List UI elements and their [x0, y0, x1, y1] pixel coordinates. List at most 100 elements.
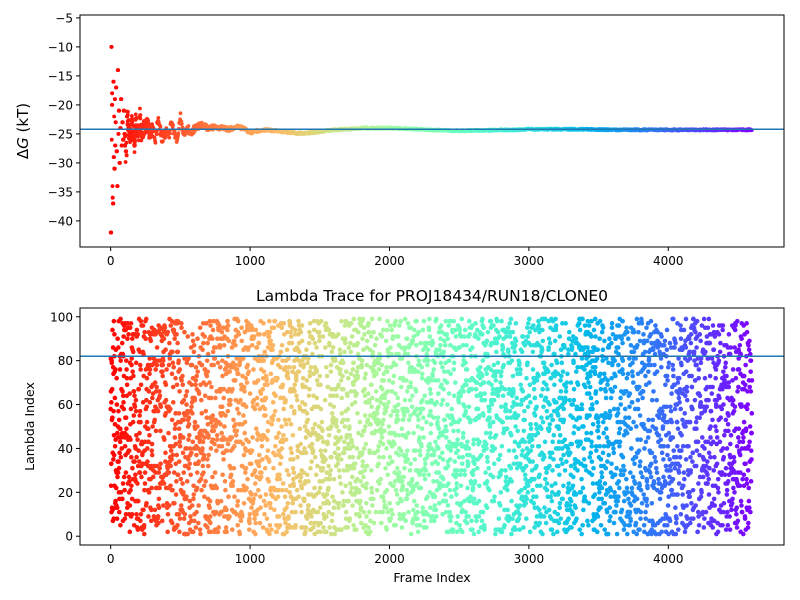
lambda-point: [476, 498, 482, 504]
lambda-point: [201, 452, 207, 458]
lambda-point: [434, 400, 440, 405]
lambda-point: [212, 470, 218, 475]
lambda-point: [345, 406, 351, 412]
lambda-point: [135, 437, 140, 442]
lambda-point: [420, 371, 425, 377]
lambda-point: [203, 479, 208, 484]
lambda-point: [524, 375, 529, 381]
lambda-point: [543, 382, 549, 388]
lambda-point: [118, 522, 123, 528]
lambda-point: [202, 435, 207, 440]
lambda-point: [391, 373, 397, 379]
lambda-point: [180, 481, 185, 486]
lambda-point: [411, 507, 416, 513]
lambda-point: [116, 408, 121, 414]
lambda-point: [398, 384, 404, 390]
lambda-point: [180, 382, 186, 388]
lambda-point: [233, 378, 238, 383]
lambda-point: [297, 349, 302, 355]
lambda-point: [455, 448, 461, 453]
lambda-point: [293, 378, 299, 383]
dg-point: [110, 103, 115, 107]
lambda-point: [141, 507, 146, 513]
lambda-point: [115, 474, 120, 480]
lambda-point: [130, 369, 135, 374]
dg-point: [171, 123, 175, 127]
lambda-point: [497, 503, 503, 508]
lambda-point: [118, 316, 123, 322]
lambda-point: [234, 367, 240, 372]
lambda-point: [299, 338, 305, 344]
lambda-point: [135, 463, 141, 469]
lambda-point: [201, 340, 206, 346]
lambda-point: [129, 454, 134, 460]
lambda-point: [210, 413, 216, 418]
lambda-point: [521, 428, 527, 434]
lambda-point: [136, 386, 142, 392]
lambda-point: [191, 349, 197, 355]
lambda-point: [254, 345, 260, 350]
dg-point: [124, 153, 129, 158]
lambda-point: [367, 509, 372, 515]
lambda-point: [135, 527, 141, 532]
lambda-point: [517, 360, 522, 366]
lambda-point: [359, 432, 365, 438]
lambda-point: [289, 404, 294, 410]
lambda-point: [163, 347, 168, 352]
lambda-point: [473, 386, 479, 392]
lambda-point: [150, 474, 156, 480]
lambda-point: [120, 389, 125, 394]
lambda-point: [225, 441, 231, 447]
lambda-point: [527, 382, 533, 388]
lambda-point: [145, 459, 150, 464]
lambda-point: [133, 397, 139, 403]
lambda-point: [262, 349, 268, 355]
lambda-point: [153, 367, 159, 372]
lambda-point: [195, 369, 200, 374]
lambda-point: [138, 382, 144, 388]
lambda-point: [123, 415, 129, 421]
lambda-point: [398, 318, 404, 324]
lambda-point: [344, 369, 349, 374]
lambda-point: [513, 424, 518, 429]
lambda-point: [160, 373, 165, 379]
lambda-point: [287, 321, 293, 326]
lambda-point: [238, 518, 244, 524]
dg-point: [168, 131, 172, 136]
lambda-point: [345, 375, 351, 381]
lambda-point: [461, 430, 466, 436]
lambda-point: [448, 448, 454, 453]
lambda-point: [326, 327, 332, 333]
lambda-point: [184, 389, 190, 394]
lambda-point: [425, 347, 431, 352]
lambda-point: [262, 406, 268, 412]
lambda-point: [224, 507, 229, 513]
dg-point: [113, 97, 118, 101]
lambda-point: [534, 378, 540, 383]
lambda-point: [257, 494, 263, 500]
lambda-point: [554, 360, 560, 366]
lambda-point: [414, 343, 419, 348]
lambda-point: [210, 437, 216, 442]
lambda-point: [455, 428, 461, 434]
lambda-point: [227, 369, 232, 374]
lambda-point: [469, 518, 474, 524]
lambda-point: [386, 424, 392, 429]
lambda-point: [519, 349, 525, 355]
lambda-point: [435, 378, 441, 383]
lambda-point: [285, 375, 291, 381]
lambda-point: [396, 452, 402, 458]
lambda-point: [303, 384, 308, 390]
lambda-point: [481, 380, 487, 385]
lambda-point: [216, 525, 222, 530]
lambda-point: [150, 424, 155, 429]
lambda-point: [491, 323, 496, 328]
lambda-point: [542, 476, 548, 482]
lambda-point: [363, 371, 369, 377]
lambda-point: [547, 340, 553, 346]
lambda-point: [130, 465, 135, 471]
lambda-point: [241, 452, 247, 458]
lambda-point: [360, 336, 365, 342]
lambda-point: [464, 343, 469, 348]
lambda-point: [336, 332, 341, 337]
